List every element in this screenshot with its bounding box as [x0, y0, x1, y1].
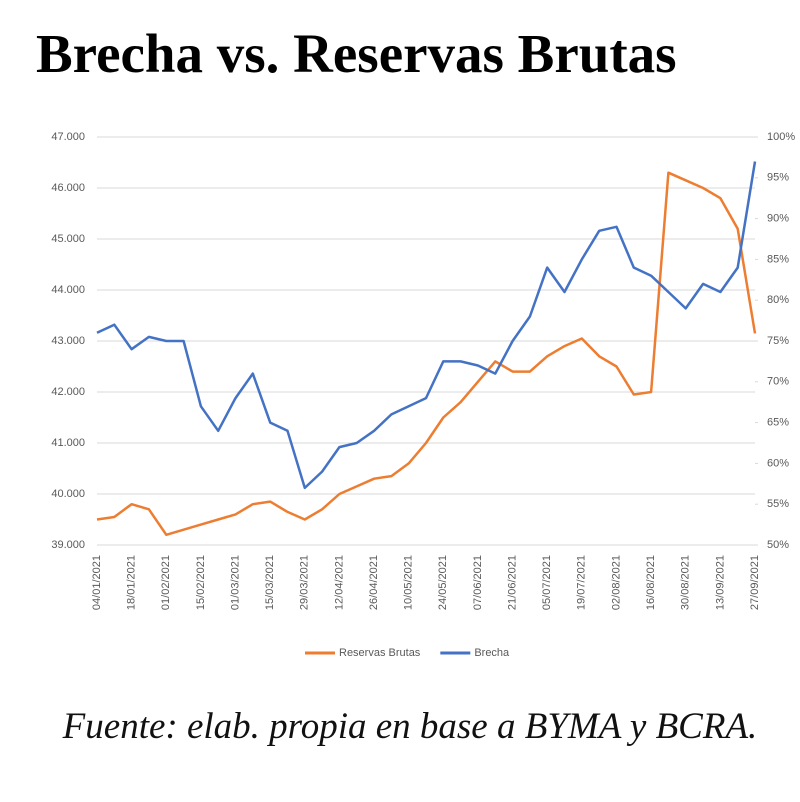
y-tick-label: 40.000	[51, 488, 85, 500]
y2-tick-label: 95%	[767, 172, 789, 184]
line-series	[96, 161, 757, 490]
y-tick-label: 46.000	[51, 182, 85, 194]
x-tick-label: 26/04/2021	[368, 555, 380, 610]
x-tick-label: 10/05/2021	[403, 555, 415, 610]
title: Brecha vs. Reservas Brutas	[36, 23, 677, 84]
y-tick-label: 47.000	[51, 131, 85, 143]
chart: 39.000 40.000 41.000 42.000 43.000 44.000 45.0…	[51, 131, 795, 659]
x-tick-label: 12/04/2021	[333, 555, 345, 610]
y2-tick-label: 75%	[767, 335, 789, 347]
y2-tick-label: 70%	[767, 376, 789, 388]
legend-label: Brecha	[474, 647, 510, 659]
y-tick-label: 39.000	[51, 539, 85, 551]
x-tick-label: 29/03/2021	[299, 555, 311, 610]
y-tick-label: 42.000	[51, 386, 85, 398]
source: Fuente: elab. propia en base a BYMA y BC…	[62, 706, 758, 747]
y-tick-label: 41.000	[51, 437, 85, 449]
y-tick-label: 45.000	[51, 233, 85, 245]
x-tick-label: 04/01/2021	[91, 555, 103, 610]
x-tick-label: 02/08/2021	[610, 555, 622, 610]
x-tick-label: 30/08/2021	[680, 555, 692, 610]
x-tick-label: 07/06/2021	[472, 555, 484, 610]
x-tick-label: 05/07/2021	[541, 555, 553, 610]
line-series	[96, 171, 757, 537]
x-tick-label: 15/03/2021	[264, 555, 276, 610]
y2-tick-label: 80%	[767, 294, 789, 306]
y2-tick-label: 50%	[767, 539, 789, 551]
x-tick-label: 19/07/2021	[576, 555, 588, 610]
y2-tick-label: 55%	[767, 498, 789, 510]
x-tick-label: 24/05/2021	[437, 555, 449, 610]
x-tick-label: 27/09/2021	[749, 555, 761, 610]
x-tick-label: 01/03/2021	[229, 555, 241, 610]
x-tick-label: 13/09/2021	[714, 555, 726, 610]
x-tick-label: 18/01/2021	[126, 555, 138, 610]
x-tick-label: 16/08/2021	[645, 555, 657, 610]
y-tick-label: 44.000	[51, 284, 85, 296]
x-tick-label: 01/02/2021	[160, 555, 172, 610]
y2-tick-label: 60%	[767, 457, 789, 469]
x-tick-label: 15/02/2021	[195, 555, 207, 610]
y2-tick-label: 85%	[767, 253, 789, 265]
y2-tick-label: 65%	[767, 417, 789, 429]
y-tick-label: 43.000	[51, 335, 85, 347]
y2-tick-label: 90%	[767, 213, 789, 225]
legend-label: Reservas Brutas	[339, 647, 421, 659]
x-tick-label: 21/06/2021	[506, 555, 518, 610]
y2-tick-label: 100%	[767, 131, 795, 143]
